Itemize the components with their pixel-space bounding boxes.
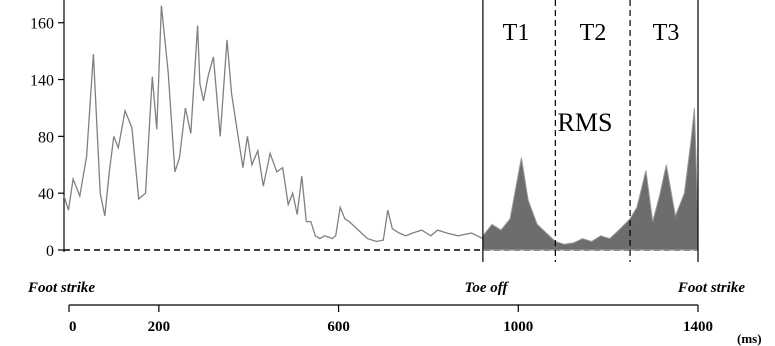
region-label-t1: T1 [503,20,530,46]
emg-raw-area [482,107,699,251]
y-axis-ticks: 0 40 80 140 160 [30,16,64,260]
region-label-t3: T3 [653,20,680,46]
y-tick-label: 80 [38,129,54,146]
x-tick-label: 200 [148,319,171,335]
event-label-foot-strike-start: Foot strike [27,280,95,296]
y-tick-label: 40 [38,186,54,203]
y-tick-label: 160 [30,16,54,33]
x-tick-label: 1400 [683,319,713,335]
event-label-toe-off: Toe off [465,280,510,296]
x-tick-label: 1000 [503,319,533,335]
event-labels: Foot strike Toe off Foot strike [27,280,745,296]
event-label-foot-strike-end: Foot strike [677,280,745,296]
x-axis-unit: (ms) [737,331,762,346]
region-labels: T1 T2 T3 RMS [503,20,680,137]
x-axis-ticks: 0 200 600 1000 1400 [68,305,713,335]
rms-label: RMS [558,108,613,137]
x-tick-label: 0 [69,319,77,335]
x-axis: 0 200 600 1000 1400 (ms) [68,304,762,346]
x-tick-label: 600 [327,319,350,335]
emg-envelope-line [63,5,484,243]
region-label-t2: T2 [580,20,607,46]
y-tick-label: 140 [30,73,54,90]
plot-area [63,0,699,262]
y-tick-label: 0 [46,243,54,260]
